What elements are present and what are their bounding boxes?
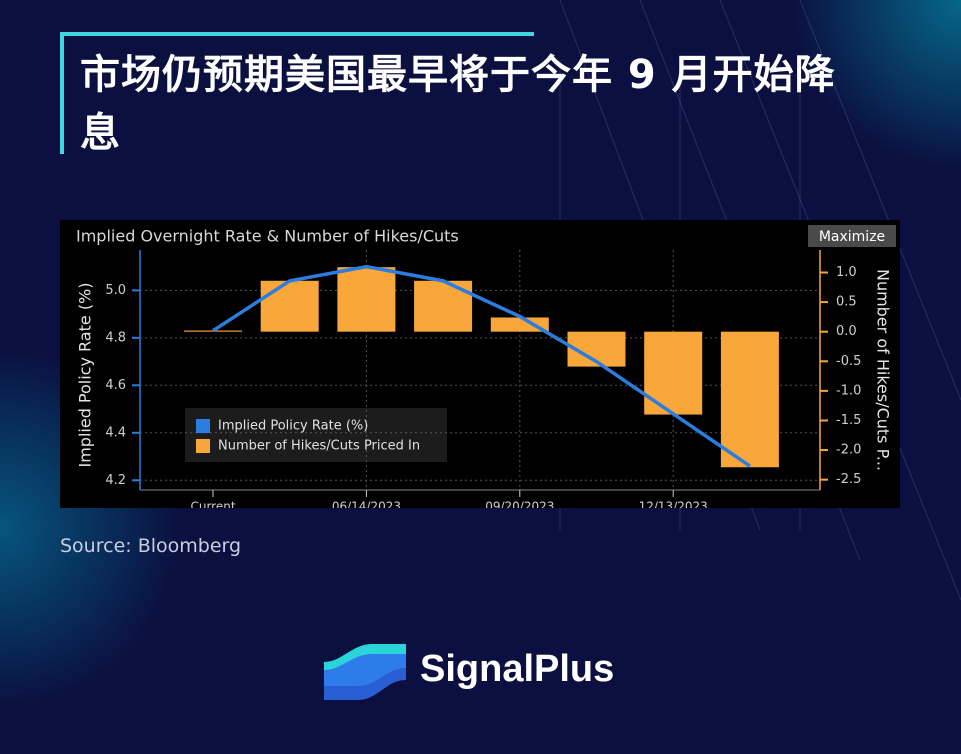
y-tick-label: 5.0 bbox=[105, 283, 126, 298]
y-tick-label: 4.8 bbox=[105, 330, 126, 345]
x-tick-label: 09/20/2023 bbox=[485, 500, 554, 509]
maximize-button[interactable] bbox=[808, 225, 896, 247]
y2-tick-label: 0.0 bbox=[836, 324, 857, 339]
y-tick-label: 4.4 bbox=[105, 425, 126, 440]
bar bbox=[644, 331, 703, 415]
legend bbox=[185, 408, 447, 462]
brand-logo bbox=[324, 644, 406, 700]
x-tick-label: 06/14/2023 bbox=[332, 500, 401, 509]
source: Source: Bloomberg bbox=[60, 535, 242, 557]
bar bbox=[337, 267, 396, 332]
line bbox=[212, 264, 751, 468]
y2-axis-label: Number of Hikes/Cuts P... bbox=[874, 269, 893, 471]
x-tick-label: 12/13/2023 bbox=[639, 500, 708, 509]
chart-title: Implied Overnight Rate & Number of Hikes… bbox=[76, 227, 459, 246]
maximize-label[interactable]: Maximize bbox=[819, 229, 885, 245]
legend-label: Implied Policy Rate (%) bbox=[218, 419, 368, 434]
y2-tick-label: -1.5 bbox=[836, 413, 861, 428]
bar bbox=[490, 317, 549, 332]
y-axis-label: Implied Policy Rate (%) bbox=[76, 282, 95, 467]
chart: Implied Overnight Rate & Number of Hikes… bbox=[60, 220, 900, 508]
bar bbox=[720, 331, 779, 468]
bar bbox=[260, 280, 319, 332]
y-tick-label: 4.6 bbox=[105, 378, 126, 393]
y-tick-label: 4.2 bbox=[105, 473, 126, 488]
bar bbox=[184, 330, 242, 332]
legend-label: Number of Hikes/Cuts Priced In bbox=[218, 439, 420, 454]
y2-tick-label: -2.0 bbox=[836, 443, 861, 458]
y2-tick-label: 1.0 bbox=[836, 265, 857, 280]
legend-swatch bbox=[196, 439, 210, 453]
y2-tick-label: -0.5 bbox=[836, 354, 861, 369]
brand-name: SignalPlus bbox=[420, 648, 615, 690]
y2-tick-label: -2.5 bbox=[836, 472, 861, 487]
legend-swatch bbox=[196, 419, 210, 433]
x-tick-label: Current bbox=[190, 500, 235, 509]
y2-tick-label: 0.5 bbox=[836, 295, 857, 310]
heading: 市场仍预期美国最早将于今年 9 月开始降息 bbox=[80, 52, 836, 156]
y2-tick-label: -1.0 bbox=[836, 383, 861, 398]
heading-bracket bbox=[60, 32, 534, 154]
